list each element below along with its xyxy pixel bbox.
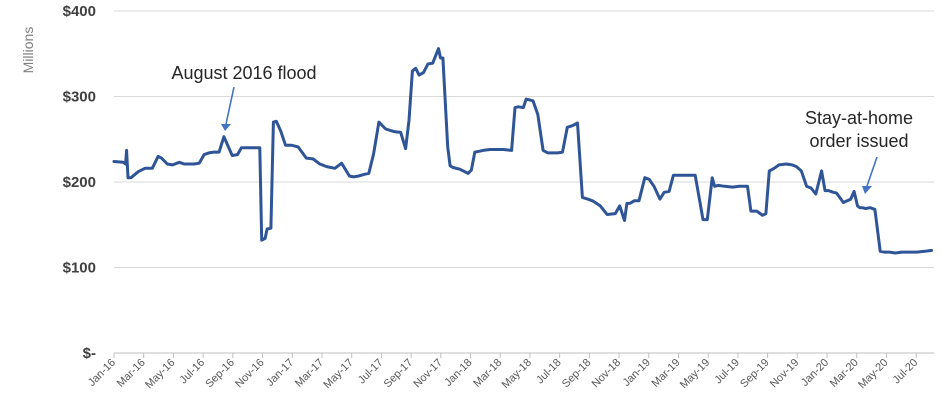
x-tick-label: May-16 (143, 357, 177, 391)
x-tick-label: Sep-19 (738, 357, 772, 391)
x-tick-label: Nov-17 (411, 357, 445, 391)
x-tick-label: Mar-17 (293, 357, 326, 390)
annotation-august-2016-flood: August 2016 flood (171, 63, 316, 83)
x-tick-label: Mar-20 (828, 357, 861, 390)
x-tick-label: May-19 (678, 357, 712, 391)
x-axis (113, 352, 934, 358)
annotation-arrowhead-flood (221, 124, 231, 131)
x-tick-label: Nov-16 (233, 357, 267, 391)
x-tick-label: Mar-19 (649, 357, 682, 390)
x-tick-label: Nov-19 (768, 357, 802, 391)
y-axis-label: Millions (20, 27, 36, 74)
y-tick-label: $200 (63, 174, 96, 191)
gridlines (114, 10, 934, 268)
x-tick-label: Jan-20 (799, 357, 831, 389)
x-tick-label: Mar-18 (471, 357, 504, 390)
y-tick-label: $- (83, 345, 96, 362)
series-line (112, 47, 934, 255)
annotations: August 2016 flood Stay-at-home order iss… (171, 63, 913, 194)
annotation-order-issued: order issued (809, 131, 908, 151)
x-tick-label: May-20 (856, 357, 890, 391)
x-tick-label: Jan-19 (621, 357, 653, 389)
x-tick-label: Sep-16 (203, 357, 237, 391)
annotation-arrow-stay-at-home (866, 156, 878, 187)
y-tick-label: $400 (63, 3, 96, 20)
x-tick-label: May-18 (500, 357, 534, 391)
x-tick-label: Mar-16 (115, 357, 148, 390)
x-tick-label: Sep-17 (382, 357, 416, 391)
x-tick-label: Jul-20 (891, 357, 921, 387)
y-tick-label: $300 (63, 89, 96, 106)
annotation-arrow-flood (225, 86, 235, 125)
x-tick-label: Sep-18 (560, 357, 594, 391)
x-tick-label: Jan-17 (264, 357, 296, 389)
y-axis-tick-labels: $- $100 $200 $300 $400 (63, 3, 96, 362)
y-tick-label: $100 (63, 260, 96, 277)
annotation-arrowhead-stay-at-home (862, 186, 872, 194)
x-tick-label: Nov-18 (590, 357, 624, 391)
x-tick-label: May-17 (321, 357, 355, 391)
x-tick-label: Jan-18 (442, 357, 474, 389)
annotation-stay-at-home: Stay-at-home (805, 108, 913, 128)
